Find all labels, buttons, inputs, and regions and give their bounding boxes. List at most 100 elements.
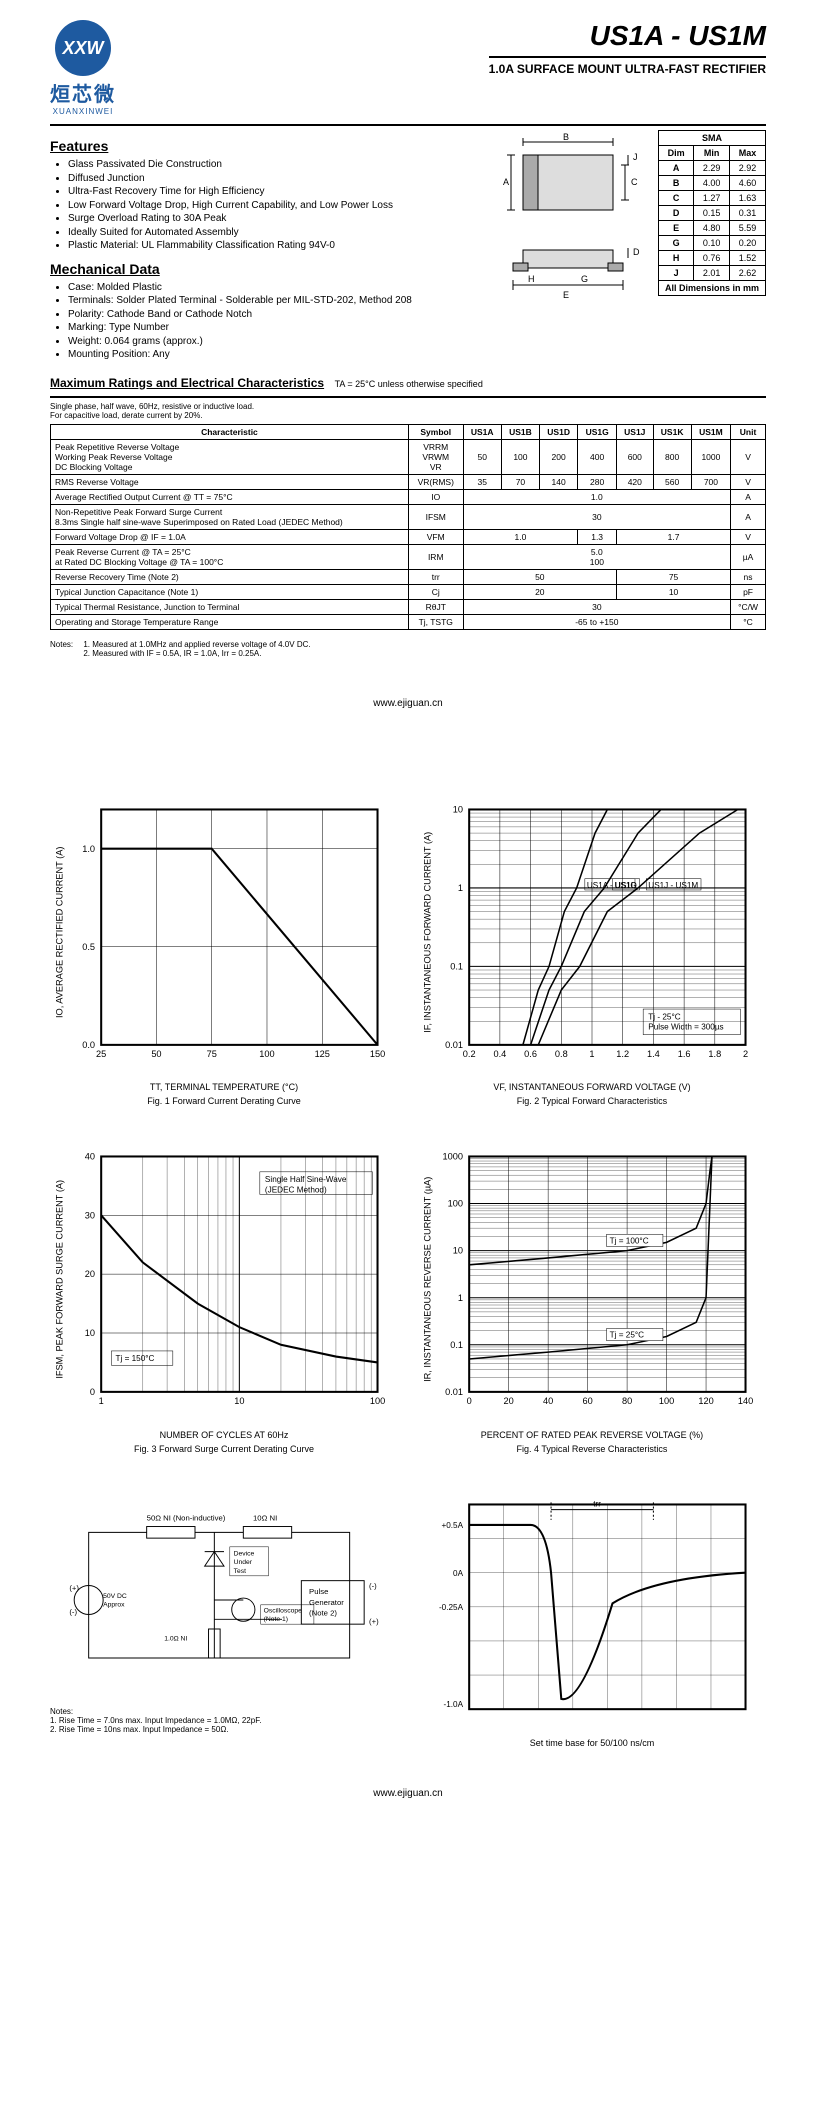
svg-text:(JEDEC Method): (JEDEC Method) xyxy=(265,1185,327,1194)
product-description: 1.0A SURFACE MOUNT ULTRA-FAST RECTIFIER xyxy=(489,62,766,76)
company-logo: XXW 烜芯微 XUANXINWEI xyxy=(50,20,116,116)
svg-text:0: 0 xyxy=(467,1396,472,1406)
svg-text:0.01: 0.01 xyxy=(445,1039,463,1049)
logo-en: XUANXINWEI xyxy=(53,107,114,116)
svg-text:10: 10 xyxy=(85,1328,95,1338)
svg-text:Pulse: Pulse xyxy=(309,1587,328,1596)
svg-text:1: 1 xyxy=(458,883,463,893)
fig1-xlabel: TT, TERMINAL TEMPERATURE (°C) xyxy=(50,1082,398,1092)
svg-text:20: 20 xyxy=(85,1269,95,1279)
svg-text:(+): (+) xyxy=(69,1583,79,1592)
page-footer: www.ejiguan.cn xyxy=(50,698,766,709)
svg-text:A: A xyxy=(503,177,509,187)
svg-text:1.8: 1.8 xyxy=(708,1049,721,1059)
fig5-notes: Notes:1. Rise Time = 7.0ns max. Input Im… xyxy=(50,1707,398,1734)
svg-text:-0.25A: -0.25A xyxy=(439,1603,464,1612)
fig4-xlabel: PERCENT OF RATED PEAK REVERSE VOLTAGE (%… xyxy=(418,1430,766,1440)
svg-text:1: 1 xyxy=(99,1396,104,1406)
svg-text:75: 75 xyxy=(207,1049,217,1059)
svg-text:Tj = 25°C: Tj = 25°C xyxy=(610,1331,644,1340)
svg-text:Tj - 25°C: Tj - 25°C xyxy=(648,1012,680,1021)
part-number-title: US1A - US1M xyxy=(489,20,766,52)
fig4-caption: Fig. 4 Typical Reverse Characteristics xyxy=(418,1444,766,1454)
svg-text:50: 50 xyxy=(151,1049,161,1059)
svg-text:IR, INSTANTANEOUS REVERSE CURR: IR, INSTANTANEOUS REVERSE CURRENT (µA) xyxy=(422,1177,432,1382)
svg-text:1000: 1000 xyxy=(443,1152,463,1162)
svg-text:30: 30 xyxy=(85,1210,95,1220)
package-drawing: B A C J D E H G xyxy=(493,130,643,335)
feature-item: Ultra-Fast Recovery Time for High Effici… xyxy=(68,185,478,199)
feature-item: Glass Passivated Die Construction xyxy=(68,158,478,172)
svg-text:0.01: 0.01 xyxy=(445,1387,463,1397)
svg-text:B: B xyxy=(563,132,569,142)
svg-text:H: H xyxy=(528,274,535,284)
svg-text:Tj = 150°C: Tj = 150°C xyxy=(116,1354,155,1363)
dim-footer: All Dimensions in mm xyxy=(658,281,765,296)
svg-text:40: 40 xyxy=(85,1152,95,1162)
fig3-xlabel: NUMBER OF CYCLES AT 60Hz xyxy=(50,1430,398,1440)
svg-text:80: 80 xyxy=(622,1396,632,1406)
svg-text:Single Half Sine-Wave: Single Half Sine-Wave xyxy=(265,1175,347,1184)
svg-text:50V DC: 50V DC xyxy=(103,1593,127,1600)
svg-text:J: J xyxy=(633,152,638,162)
svg-text:Oscilloscope: Oscilloscope xyxy=(264,1607,303,1614)
svg-text:Generator: Generator xyxy=(309,1597,344,1606)
feature-item: Diffused Junction xyxy=(68,172,478,186)
svg-text:IO, AVERAGE RECTIFIED CURRENT: IO, AVERAGE RECTIFIED CURRENT (A) xyxy=(54,846,64,1017)
fig2-caption: Fig. 2 Typical Forward Characteristics xyxy=(418,1096,766,1106)
svg-text:10: 10 xyxy=(453,1246,463,1256)
fig5-circuit: 50Ω NI (Non-inductive)10Ω NI1.0Ω NIDevic… xyxy=(50,1484,398,1697)
svg-text:US1G: US1G xyxy=(615,880,637,889)
svg-text:100: 100 xyxy=(259,1049,274,1059)
svg-text:40: 40 xyxy=(543,1396,553,1406)
svg-text:Device: Device xyxy=(234,1550,255,1557)
svg-text:0.6: 0.6 xyxy=(524,1049,537,1059)
svg-text:0A: 0A xyxy=(453,1568,464,1577)
svg-text:(-): (-) xyxy=(369,1581,377,1590)
feature-item: Plastic Material: UL Flammability Classi… xyxy=(68,239,478,253)
svg-text:Under: Under xyxy=(234,1559,253,1566)
svg-text:+0.5A: +0.5A xyxy=(441,1521,463,1530)
svg-text:10: 10 xyxy=(453,804,463,814)
svg-text:0.8: 0.8 xyxy=(555,1049,568,1059)
svg-text:1.4: 1.4 xyxy=(647,1049,660,1059)
svg-text:1: 1 xyxy=(458,1293,463,1303)
svg-text:C: C xyxy=(631,177,638,187)
svg-text:1.0Ω NI: 1.0Ω NI xyxy=(164,1635,187,1642)
svg-text:0.1: 0.1 xyxy=(450,1340,463,1350)
svg-text:0.1: 0.1 xyxy=(450,961,463,971)
svg-text:(Note 1): (Note 1) xyxy=(264,1616,288,1623)
mechanical-item: Case: Molded Plastic xyxy=(68,281,478,295)
mechanical-item: Terminals: Solder Plated Terminal - Sold… xyxy=(68,294,478,308)
fig1-chart: 2550751001251500.00.51.0IO, AVERAGE RECT… xyxy=(50,789,398,1076)
svg-text:Test: Test xyxy=(234,1568,247,1575)
table-notes: Notes: 1. Measured at 1.0MHz and applied… xyxy=(50,640,766,658)
package-name: SMA xyxy=(658,131,765,146)
svg-text:Tj = 100°C: Tj = 100°C xyxy=(610,1237,649,1246)
svg-text:E: E xyxy=(563,290,569,300)
mechanical-heading: Mechanical Data xyxy=(50,261,478,277)
svg-text:100: 100 xyxy=(448,1199,463,1209)
svg-text:100: 100 xyxy=(370,1396,385,1406)
svg-text:Pulse Width = 300µs: Pulse Width = 300µs xyxy=(648,1022,723,1031)
svg-text:10Ω NI: 10Ω NI xyxy=(253,1513,277,1522)
svg-text:G: G xyxy=(581,274,588,284)
svg-text:(-): (-) xyxy=(69,1607,77,1616)
feature-item: Low Forward Voltage Drop, High Current C… xyxy=(68,199,478,213)
dimension-table: SMA DimMinMax A2.292.92B4.004.60C1.271.6… xyxy=(658,130,766,296)
feature-item: Surge Overload Rating to 30A Peak xyxy=(68,212,478,226)
svg-text:(Note 2): (Note 2) xyxy=(309,1608,337,1617)
fig6-caption: Set time base for 50/100 ns/cm xyxy=(418,1738,766,1748)
mechanical-list: Case: Molded PlasticTerminals: Solder Pl… xyxy=(50,281,478,362)
fig1-caption: Fig. 1 Forward Current Derating Curve xyxy=(50,1096,398,1106)
ratings-note: Single phase, half wave, 60Hz, resistive… xyxy=(50,402,766,420)
mechanical-item: Marking: Type Number xyxy=(68,321,478,335)
fig4-chart: 0204060801001201400.010.11101001000Tj = … xyxy=(418,1136,766,1423)
fig6-waveform: +0.5A0A-0.25A-1.0Atrr xyxy=(418,1484,766,1730)
mechanical-item: Mounting Position: Any xyxy=(68,348,478,362)
svg-text:IF, INSTANTANEOUS FORWARD CURR: IF, INSTANTANEOUS FORWARD CURRENT (A) xyxy=(422,831,432,1032)
svg-text:60: 60 xyxy=(582,1396,592,1406)
fig2-chart: 0.20.40.60.811.21.41.61.820.010.1110US1A… xyxy=(418,789,766,1076)
svg-text:140: 140 xyxy=(738,1396,753,1406)
svg-text:0.0: 0.0 xyxy=(82,1039,95,1049)
